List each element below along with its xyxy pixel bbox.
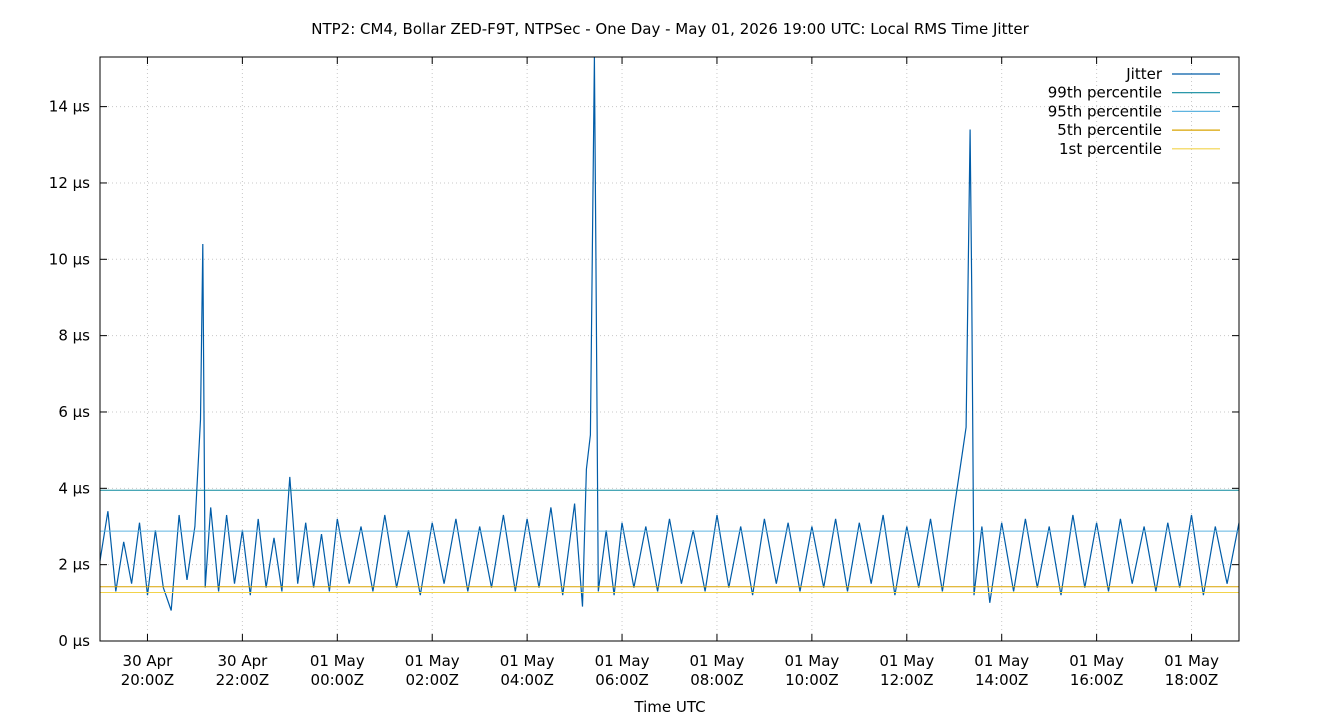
plot-series: [99, 56, 1240, 611]
x-tick-label-time: 08:00Z: [690, 671, 744, 689]
x-tick-label-time: 10:00Z: [785, 671, 839, 689]
x-tick-label-time: 14:00Z: [975, 671, 1029, 689]
plot-frame: [99, 56, 1240, 642]
x-tick-label-date: 01 May: [879, 652, 934, 670]
x-tick-label-time: 16:00Z: [1070, 671, 1124, 689]
chart-title: NTP2: CM4, Bollar ZED-F9T, NTPSec - One …: [311, 20, 1029, 38]
x-tick-label-time: 20:00Z: [121, 671, 175, 689]
x-tick-label-date: 01 May: [1164, 652, 1219, 670]
x-tick-label-time: 02:00Z: [405, 671, 459, 689]
x-tick-label-date: 01 May: [690, 652, 745, 670]
x-tick-label-time: 12:00Z: [880, 671, 934, 689]
x-tick-label-date: 30 Apr: [217, 652, 268, 670]
legend-label: Jitter: [1125, 65, 1163, 83]
series-line-jitter: [99, 56, 1240, 611]
y-tick-label: 2 µs: [58, 556, 90, 574]
y-tick-label: 10 µs: [49, 250, 90, 268]
legend-label: 95th percentile: [1048, 102, 1162, 120]
y-tick-label: 6 µs: [58, 403, 90, 421]
x-tick-label-time: 00:00Z: [311, 671, 365, 689]
x-axis-label: Time UTC: [633, 698, 705, 716]
y-tick-label: 8 µs: [58, 327, 90, 345]
y-tick-label: 4 µs: [58, 479, 90, 497]
x-tick-label-date: 01 May: [784, 652, 839, 670]
x-tick-label-time: 22:00Z: [216, 671, 270, 689]
y-axis-ticks: 0 µs 2 µs 4 µs 6 µs 8 µs 10 µs 12 µs 14 µs: [49, 98, 1239, 650]
x-tick-label-time: 04:00Z: [500, 671, 554, 689]
x-tick-label-time: 18:00Z: [1165, 671, 1219, 689]
x-tick-label-time: 06:00Z: [595, 671, 649, 689]
y-tick-label: 14 µs: [49, 98, 90, 116]
x-tick-label-date: 01 May: [500, 652, 555, 670]
x-tick-label-date: 01 May: [310, 652, 365, 670]
grid-lines: [100, 57, 1239, 641]
x-tick-label-date: 01 May: [1069, 652, 1124, 670]
x-tick-label-date: 01 May: [974, 652, 1029, 670]
legend-label: 5th percentile: [1057, 121, 1162, 139]
x-tick-label-date: 01 May: [405, 652, 460, 670]
legend-label: 99th percentile: [1048, 84, 1162, 102]
y-tick-label: 12 µs: [49, 174, 90, 192]
y-tick-label: 0 µs: [58, 632, 90, 650]
x-tick-label-date: 30 Apr: [123, 652, 174, 670]
legend-label: 1st percentile: [1059, 140, 1162, 158]
x-tick-label-date: 01 May: [595, 652, 650, 670]
